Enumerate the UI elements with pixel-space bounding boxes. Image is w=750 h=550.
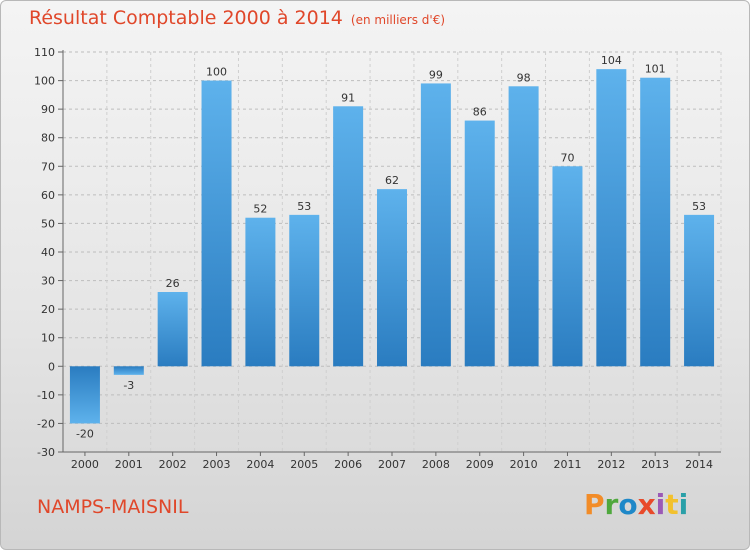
- place-name: NAMPS-MAISNIL: [37, 496, 189, 518]
- x-tick-label: 2010: [510, 458, 538, 471]
- bar-2013[interactable]: [640, 77, 671, 367]
- logo-letter: i: [655, 488, 666, 521]
- value-label-2007: 62: [385, 174, 399, 187]
- x-tick-label: 2013: [641, 458, 669, 471]
- value-label-2004: 52: [253, 203, 267, 216]
- bar-2007[interactable]: [377, 189, 407, 367]
- chart-title: Résultat Comptable 2000 à 2014 (en millie…: [29, 7, 445, 29]
- value-label-2001: -3: [123, 379, 134, 392]
- value-label-2013: 101: [645, 63, 666, 76]
- bar-2004[interactable]: [245, 217, 276, 367]
- logo-letter: x: [637, 488, 656, 521]
- value-labels: -20 -3 26 100 52 53 91 62 99 86 98 70 104 101 53: [76, 54, 706, 440]
- y-tick-label: 50: [41, 217, 55, 230]
- bar-2014[interactable]: [684, 214, 715, 367]
- y-tick-label: 40: [41, 246, 55, 259]
- value-label-2011: 70: [560, 151, 574, 164]
- bar-2000[interactable]: [69, 366, 100, 424]
- bar-2010[interactable]: [508, 86, 539, 367]
- value-label-2005: 53: [297, 200, 311, 213]
- y-tick-label: 20: [41, 303, 55, 316]
- value-label-2014: 53: [692, 200, 706, 213]
- value-label-2000: -20: [76, 427, 94, 440]
- y-tick-label: 0: [48, 360, 55, 373]
- bar-2002[interactable]: [157, 292, 188, 367]
- bar-2001[interactable]: [113, 366, 144, 375]
- value-label-2003: 100: [206, 66, 227, 79]
- bar-2012[interactable]: [596, 69, 627, 367]
- x-tick-label: 2001: [115, 458, 143, 471]
- x-tick-label: 2012: [597, 458, 625, 471]
- y-tick-label: 80: [41, 132, 55, 145]
- title-text: Résultat Comptable 2000 à 2014: [29, 7, 343, 29]
- y-tick-label: -20: [37, 417, 55, 430]
- y-tick-label: 30: [41, 275, 55, 288]
- y-tick-label: -10: [37, 389, 55, 402]
- y-tick-label: -30: [37, 446, 55, 459]
- x-tick-label: 2002: [159, 458, 187, 471]
- value-label-2002: 26: [166, 277, 180, 290]
- bars: [69, 69, 715, 424]
- chart-subtitle: (en milliers d'€): [350, 13, 446, 27]
- y-tick-label: 10: [41, 332, 55, 345]
- bar-2011[interactable]: [552, 166, 583, 367]
- y-tick-label: 110: [34, 46, 55, 59]
- logo-letter: P: [584, 488, 605, 521]
- y-tick-label: 70: [41, 160, 55, 173]
- bar-2003[interactable]: [201, 80, 232, 367]
- x-tick-label: 2008: [422, 458, 450, 471]
- y-tick-label: 90: [41, 103, 55, 116]
- bar-2008[interactable]: [420, 83, 451, 367]
- value-label-2010: 98: [517, 71, 531, 84]
- logo-letter: r: [604, 488, 619, 521]
- bar-2005[interactable]: [289, 214, 320, 367]
- logo-letter: o: [618, 488, 638, 521]
- axes: -30 -20 -10 0 10 20 30 40 50 60 70 80 90 100 110 2000 20…: [34, 46, 721, 471]
- logo-letter: t: [665, 488, 679, 521]
- x-tick-label: 2004: [246, 458, 274, 471]
- bar-2006[interactable]: [333, 106, 364, 367]
- value-label-2006: 91: [341, 91, 355, 104]
- logo-letter: i: [678, 488, 689, 521]
- value-label-2008: 99: [429, 68, 443, 81]
- proxiti-logo[interactable]: Proxiti: [584, 488, 688, 521]
- x-tick-label: 2014: [685, 458, 713, 471]
- bar-2009[interactable]: [464, 120, 495, 367]
- y-tick-label: 60: [41, 189, 55, 202]
- x-tick-label: 2011: [553, 458, 581, 471]
- x-tick-label: 2000: [71, 458, 99, 471]
- value-label-2012: 104: [601, 54, 622, 67]
- x-tick-label: 2007: [378, 458, 406, 471]
- x-tick-label: 2005: [290, 458, 318, 471]
- y-tick-label: 100: [34, 75, 55, 88]
- value-label-2009: 86: [473, 106, 487, 119]
- x-tick-label: 2006: [334, 458, 362, 471]
- x-tick-label: 2003: [203, 458, 231, 471]
- x-tick-label: 2009: [466, 458, 494, 471]
